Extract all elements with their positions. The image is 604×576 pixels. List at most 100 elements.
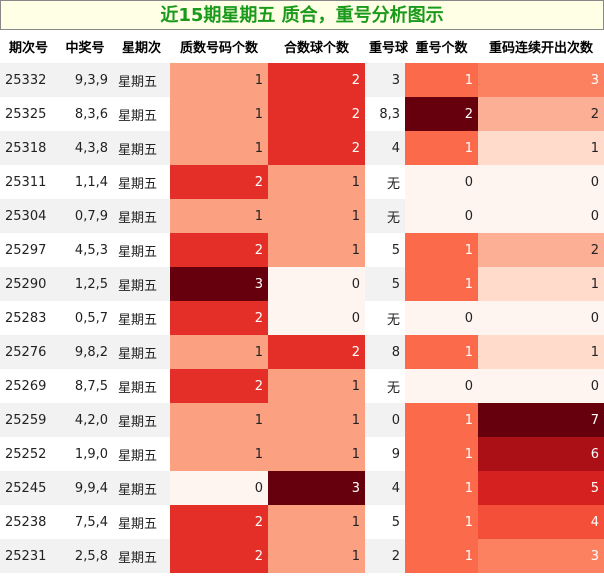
- table-cell: 1: [268, 233, 365, 267]
- table-cell: 无: [365, 199, 405, 233]
- table-cell: 4: [365, 471, 405, 505]
- table-cell: 8,7,5: [74, 378, 108, 394]
- table-row: 25290 1,2,5 星期五 3 0 5 1 1: [0, 267, 604, 301]
- table-cell: 5: [365, 267, 405, 301]
- table-cell: 星期五: [118, 380, 158, 396]
- table-cell: 星期五: [113, 199, 170, 233]
- column-header: 质数号码个数: [179, 41, 258, 56]
- table-cell: 5: [478, 471, 604, 505]
- table-cell: 2: [478, 233, 604, 267]
- table-cell: 9,8,2: [57, 335, 113, 369]
- table-cell: 星期五: [113, 539, 170, 573]
- table-cell: 星期五: [113, 131, 170, 165]
- table-cell: 3: [478, 63, 604, 97]
- table-cell: 1: [478, 131, 604, 165]
- table-cell: 1: [405, 335, 478, 369]
- table-cell: 2: [170, 165, 268, 199]
- table-cell: 25252: [5, 446, 47, 462]
- table-cell: 25283: [5, 310, 47, 326]
- table-cell: 1: [268, 539, 365, 573]
- table-cell: 3: [365, 63, 405, 97]
- table-cell: 2: [170, 301, 268, 335]
- column-header: 重号个数: [415, 41, 468, 56]
- table-cell: 1: [405, 131, 478, 165]
- table-cell: 4: [478, 505, 604, 539]
- table-cell: 4: [365, 131, 405, 165]
- table-cell: 星期五: [118, 312, 158, 328]
- table-cell: 3: [268, 471, 365, 505]
- table-cell: 25259: [0, 403, 57, 437]
- table-cell: 7,5,4: [74, 514, 108, 530]
- table-cell: 9,9,4: [57, 471, 113, 505]
- column-header: 期次号: [8, 41, 48, 56]
- table-cell: 9: [391, 446, 400, 462]
- table-cell: 无: [386, 312, 400, 328]
- table-cell: 1: [170, 437, 268, 471]
- table-cell: 9,3,9: [57, 63, 113, 97]
- table-row: 25311 1,1,4 星期五 2 1 无 0 0: [0, 165, 604, 199]
- table-cell: 25325: [5, 106, 47, 122]
- table-row: 25325 8,3,6 星期五 1 2 8,3 2 2: [0, 97, 604, 131]
- table-cell: 1: [268, 369, 365, 403]
- table-cell: 2,5,8: [57, 539, 113, 573]
- table-cell: 1,2,5: [57, 267, 113, 301]
- table-cell: 1: [170, 403, 268, 437]
- table-cell: 星期五: [113, 267, 170, 301]
- table-cell: 1,1,4: [74, 174, 108, 190]
- table-cell: 2: [268, 97, 365, 131]
- table-cell: 25304: [0, 199, 57, 233]
- table-cell: 无: [386, 176, 400, 192]
- table-row: 25252 1,9,0 星期五 1 1 9 1 6: [0, 437, 604, 471]
- table-cell: 0: [478, 165, 604, 199]
- table-cell: 0: [405, 165, 478, 199]
- table-cell: 1: [268, 505, 365, 539]
- header-row: 期次号 中奖号 星期次 质数号码个数 合数球个数 重号球 重号个数 重码连续开出次数: [0, 30, 604, 63]
- table-cell: 25231: [0, 539, 57, 573]
- table-cell: 2: [365, 539, 405, 573]
- table-cell: 2: [268, 131, 365, 165]
- table-row: 25231 2,5,8 星期五 2 1 2 1 3: [0, 539, 604, 573]
- table-cell: 星期五: [118, 108, 158, 124]
- table-cell: 8: [365, 335, 405, 369]
- table-cell: 0: [365, 403, 405, 437]
- table-cell: 4,5,3: [74, 242, 108, 258]
- table-cell: 星期五: [118, 448, 158, 464]
- table-cell: 星期五: [118, 516, 158, 532]
- table-cell: 0,5,7: [74, 310, 108, 326]
- table-cell: 0,7,9: [57, 199, 113, 233]
- table-row: 25238 7,5,4 星期五 2 1 5 1 4: [0, 505, 604, 539]
- table-cell: 1: [268, 403, 365, 437]
- table-cell: 25276: [0, 335, 57, 369]
- table-row: 25259 4,2,0 星期五 1 1 0 1 7: [0, 403, 604, 437]
- table-cell: 1: [405, 471, 478, 505]
- table-cell: 星期五: [113, 335, 170, 369]
- table-cell: 2: [170, 233, 268, 267]
- table-body: 25332 9,3,9 星期五 1 2 3 1 3 25325 8,3,6 星期五 1 2 8,3 2 2 25…: [0, 63, 604, 573]
- column-header: 合数球个数: [283, 41, 349, 56]
- table-cell: 1: [170, 335, 268, 369]
- table-cell: 无: [386, 380, 400, 396]
- table-cell: 8,3,6: [74, 106, 108, 122]
- column-header: 重码连续开出次数: [488, 41, 593, 56]
- table-cell: 1: [405, 63, 478, 97]
- table-cell: 1,9,0: [74, 446, 108, 462]
- table-cell: 25290: [0, 267, 57, 301]
- table-cell: 6: [478, 437, 604, 471]
- table-cell: 1: [268, 199, 365, 233]
- table-row: 25269 8,7,5 星期五 2 1 无 0 0: [0, 369, 604, 403]
- table-cell: 0: [405, 369, 478, 403]
- table-row: 25283 0,5,7 星期五 2 0 无 0 0: [0, 301, 604, 335]
- table-cell: 1: [170, 131, 268, 165]
- table-cell: 25269: [5, 378, 47, 394]
- table-cell: 2: [170, 539, 268, 573]
- table-row: 25245 9,9,4 星期五 0 3 4 1 5: [0, 471, 604, 505]
- table-cell: 5: [391, 514, 400, 530]
- table-row: 25276 9,8,2 星期五 1 2 8 1 1: [0, 335, 604, 369]
- table-cell: 2: [170, 505, 268, 539]
- table-cell: 1: [268, 165, 365, 199]
- table-cell: 星期五: [113, 471, 170, 505]
- table-cell: 25318: [0, 131, 57, 165]
- column-header: 中奖号: [65, 41, 105, 56]
- table-cell: 1: [478, 267, 604, 301]
